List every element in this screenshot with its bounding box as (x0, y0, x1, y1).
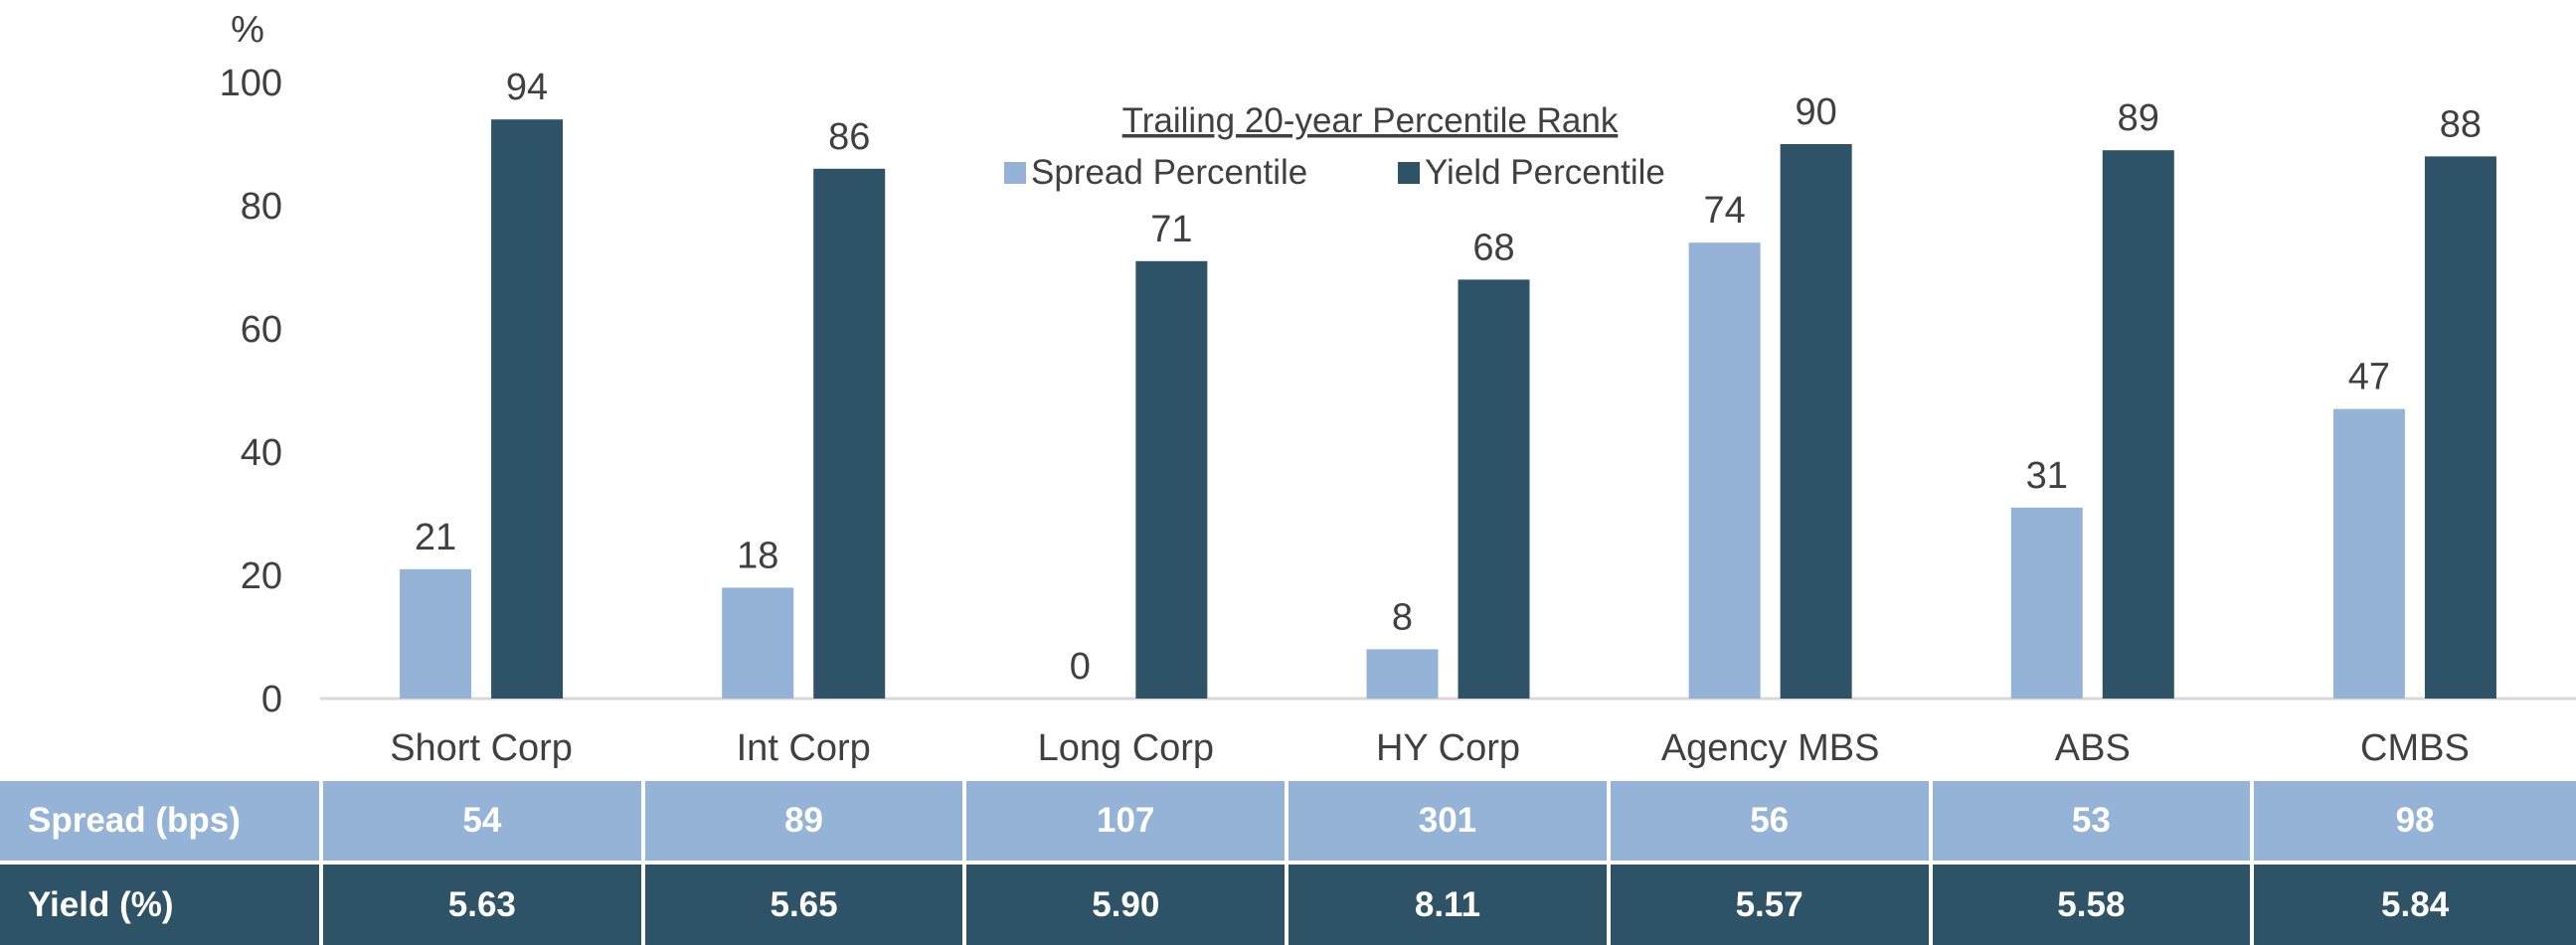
bar-spread (1688, 242, 1761, 699)
table-cell: 89 (644, 781, 967, 865)
data-label-spread: 0 (1070, 646, 1091, 688)
legend-swatch-yield (1398, 162, 1420, 184)
y-tick-label: 0 (261, 679, 282, 720)
data-label-yield: 71 (1150, 209, 1192, 250)
legend-swatch-spread (1004, 162, 1026, 184)
y-tick-label: 60 (241, 309, 282, 351)
category-label: Int Corp (737, 727, 871, 769)
bar-spread (2332, 408, 2405, 699)
table-cell: 53 (1932, 781, 2255, 865)
summary-table: Spread (bps) 54 89 107 301 56 53 98 Yiel… (0, 781, 2576, 945)
table-cell: 5.58 (1932, 865, 2255, 945)
legend-title: Trailing 20-year Percentile Rank (1122, 101, 1619, 140)
table-cell: 5.63 (323, 865, 645, 945)
table-row-yield: Yield (%) 5.63 5.65 5.90 8.11 5.57 5.58 … (0, 865, 2576, 945)
y-unit-label: % (231, 9, 264, 51)
category-label: Short Corp (390, 727, 573, 769)
data-label-yield: 88 (2440, 103, 2482, 145)
category-label: HY Corp (1376, 727, 1520, 769)
bar-spread (722, 587, 794, 699)
data-label-yield: 90 (1796, 91, 1837, 133)
data-label-spread: 21 (415, 517, 456, 558)
y-axis: 0 20 40 60 80 100 (220, 63, 282, 720)
data-label-spread: 74 (1704, 190, 1746, 232)
data-label-yield: 68 (1472, 227, 1514, 268)
legend-label-yield: Yield Percentile (1425, 153, 1665, 192)
table-cell: 5.57 (1610, 865, 1933, 945)
data-label-spread: 47 (2348, 357, 2390, 398)
bar-yield (2102, 150, 2174, 699)
data-label-yield: 86 (828, 116, 870, 158)
legend-label-spread: Spread Percentile (1031, 153, 1307, 192)
table-cell: 5.90 (966, 865, 1289, 945)
bar-yield (1780, 144, 1852, 699)
table-cell: 301 (1288, 781, 1611, 865)
table-cell: 5.84 (2254, 865, 2576, 945)
bar-spread (400, 568, 472, 699)
y-tick-label: 20 (241, 555, 282, 597)
table-cell: 107 (966, 781, 1289, 865)
bar-yield (491, 119, 564, 699)
legend: Trailing 20-year Percentile Rank Spread … (1004, 101, 1665, 192)
data-label-spread: 8 (1392, 596, 1413, 638)
bar-spread (1366, 649, 1439, 699)
y-tick-label: 100 (220, 63, 282, 104)
data-label-yield: 89 (2118, 97, 2159, 139)
data-label-spread: 31 (2026, 455, 2068, 497)
percentile-bar-chart: % 0 20 40 60 80 100 21 94 18 86 0 71 8 68 74 90 31 89 47 8… (220, 9, 2576, 769)
table-cell: 98 (2254, 781, 2576, 865)
y-tick-label: 80 (241, 186, 282, 228)
category-labels: Short Corp Int Corp Long Corp HY Corp Agency… (390, 727, 2470, 769)
table-row-spread: Spread (bps) 54 89 107 301 56 53 98 (0, 781, 2576, 865)
table-cell: 56 (1610, 781, 1933, 865)
bar-yield (1135, 260, 1208, 699)
category-label: CMBS (2360, 727, 2470, 769)
bars-group: 21 94 18 86 0 71 8 68 74 90 31 89 47 88 (400, 67, 2496, 700)
bar-yield (1458, 279, 1530, 699)
category-label: Agency MBS (1661, 727, 1880, 769)
data-label-spread: 18 (737, 535, 778, 576)
category-label: ABS (2055, 727, 2131, 769)
category-label: Long Corp (1038, 727, 1214, 769)
bar-spread (2010, 507, 2083, 699)
y-tick-label: 40 (241, 432, 282, 474)
table-cell: 5.65 (644, 865, 967, 945)
row-header-spread: Spread (bps) (0, 781, 323, 865)
bar-yield (2424, 156, 2496, 699)
data-label-yield: 94 (506, 67, 548, 108)
bar-yield (813, 168, 886, 700)
row-header-yield: Yield (%) (0, 865, 323, 945)
table-cell: 54 (323, 781, 645, 865)
table-cell: 8.11 (1288, 865, 1611, 945)
